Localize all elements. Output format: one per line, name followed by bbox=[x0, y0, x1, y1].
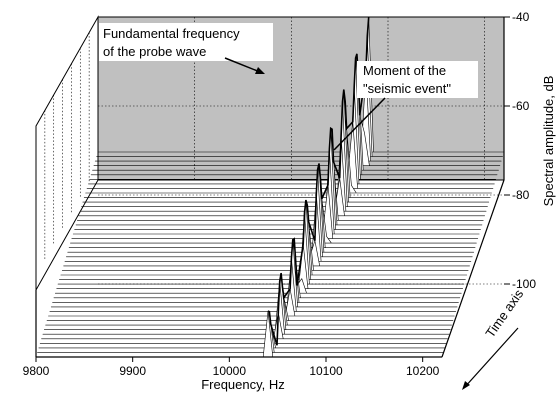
spectrum-trace bbox=[82, 89, 490, 203]
spectrum-trace bbox=[92, 75, 499, 171]
x-tick-label: 9900 bbox=[119, 364, 146, 378]
axes bbox=[35, 17, 505, 358]
spectrum-trace bbox=[55, 278, 462, 294]
spectrum-trace bbox=[74, 128, 481, 230]
spectrum-trace bbox=[78, 177, 485, 217]
side-panel bbox=[35, 15, 99, 292]
spectrum-trace bbox=[56, 243, 463, 289]
annotation-seismic-line1: Moment of the bbox=[363, 63, 446, 78]
x-tick-label: 9800 bbox=[23, 364, 50, 378]
spectrum-trace bbox=[90, 53, 498, 176]
spectrum-trace bbox=[57, 212, 465, 285]
time-axis: Time axis bbox=[462, 286, 527, 390]
spectrum-trace bbox=[49, 258, 457, 312]
annotation-fundamental-pointer bbox=[224, 57, 261, 73]
y-tick-label: -60 bbox=[512, 99, 530, 113]
spectrum-trace bbox=[48, 288, 455, 317]
spectrum-trace bbox=[75, 128, 483, 226]
spectrum-trace bbox=[52, 238, 459, 303]
spectrum-trace bbox=[41, 312, 448, 340]
spectrum-trace bbox=[70, 198, 477, 244]
spectrum-trace bbox=[53, 259, 461, 299]
y-axis-label: Spectral amplitude, dB bbox=[541, 76, 556, 207]
carrier-ridge-line bbox=[267, 16, 370, 346]
spectrum-trace bbox=[45, 287, 452, 326]
spectrum-trace bbox=[88, 86, 495, 185]
spectrum-trace bbox=[94, 71, 502, 162]
spectrum-trace bbox=[93, 115, 501, 166]
spectrum-trace bbox=[77, 161, 484, 221]
spectrum-trace bbox=[64, 193, 472, 262]
spectrum-trace bbox=[50, 239, 458, 308]
time-axis-label: Time axis bbox=[482, 286, 526, 340]
y-tick-label: -100 bbox=[512, 277, 536, 291]
spectrum-traces bbox=[35, 16, 505, 358]
spectrum-trace bbox=[63, 240, 470, 267]
annotation-fundamental: Fundamental frequency of the probe wave bbox=[99, 23, 273, 74]
x-tick-label: 10000 bbox=[213, 364, 247, 378]
spectrum-trace bbox=[97, 16, 505, 153]
spectrum-trace bbox=[60, 204, 468, 276]
spectrum-trace bbox=[86, 121, 494, 189]
time-axis-arrow-line bbox=[463, 327, 519, 389]
annotation-fundamental-line1: Fundamental frequency bbox=[103, 26, 240, 41]
side-wall bbox=[35, 15, 99, 292]
annotation-seismic: Moment of the "seismic event" bbox=[333, 61, 478, 151]
y-tick-label: -80 bbox=[512, 188, 530, 202]
annotation-fundamental-line2: of the probe wave bbox=[103, 44, 206, 59]
spectrum-trace bbox=[81, 101, 488, 207]
spectrum-trace bbox=[68, 177, 476, 248]
spectrum-trace bbox=[79, 136, 487, 212]
carrier-ridge bbox=[267, 16, 370, 346]
annotation-seismic-line2: "seismic event" bbox=[363, 81, 451, 96]
annotation-seismic-box bbox=[357, 61, 478, 98]
spectrum-trace bbox=[61, 221, 469, 271]
spectrum-trace bbox=[67, 163, 474, 253]
spectrum-trace bbox=[72, 148, 480, 235]
x-axis-ticks: 9800 9900 10000 10100 10200 bbox=[23, 357, 440, 378]
spectrum-trace bbox=[37, 311, 444, 353]
spectrum-trace bbox=[46, 297, 454, 321]
spectrum-trace bbox=[66, 169, 473, 258]
depth-edge-right bbox=[441, 179, 505, 358]
spectrum-trace bbox=[44, 272, 451, 330]
x-axis-label: Frequency, Hz bbox=[201, 377, 285, 392]
spectrum-trace bbox=[83, 101, 491, 198]
y-axis-ticks: -40 -60 -80 -100 bbox=[512, 10, 536, 291]
spectrum-trace bbox=[59, 199, 466, 280]
spectrum-trace bbox=[89, 57, 496, 180]
spectrum-trace bbox=[42, 281, 450, 335]
y-tick-label: -40 bbox=[512, 10, 530, 24]
spectrum-trace bbox=[71, 184, 479, 239]
spectrum-trace bbox=[85, 128, 492, 194]
spectrum-trace bbox=[38, 324, 446, 349]
x-tick-label: 10200 bbox=[406, 364, 440, 378]
x-tick-label: 10100 bbox=[309, 364, 343, 378]
annotation-fundamental-arrowhead bbox=[255, 67, 265, 74]
time-axis-arrowhead bbox=[462, 381, 470, 390]
spectrum-trace bbox=[96, 35, 503, 157]
annotation-seismic-pointer bbox=[333, 97, 386, 151]
annotation-fundamental-box bbox=[99, 23, 273, 61]
